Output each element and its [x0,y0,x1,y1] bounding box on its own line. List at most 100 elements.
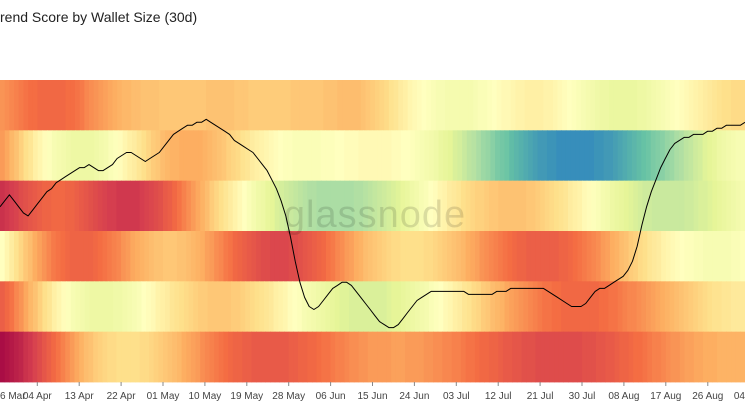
heatmap-cell [540,331,546,383]
heatmap-cell [377,231,383,282]
heatmap-cell [504,281,510,333]
heatmap-cell [400,281,407,333]
heatmap-cell [521,180,527,232]
heatmap-cell [656,331,662,383]
heatmap-cell [679,231,686,282]
heatmap-cell [603,130,609,182]
heatmap-cell [97,331,104,383]
heatmap-cell [204,180,211,232]
heatmap-cell [234,80,240,131]
heatmap-cell [226,130,232,182]
heatmap-cell [623,331,630,383]
heatmap-cell [561,130,567,182]
heatmap-cell [139,180,145,232]
heatmap-cell [572,231,578,282]
heatmap-cell [740,130,745,182]
heatmap-cell [535,331,541,383]
heatmap-cell [447,331,453,383]
heatmap-cell [301,281,308,333]
heatmap-cell [316,180,322,232]
heatmap-cell [386,331,392,383]
heatmap-cell [651,180,658,232]
heatmap-cell [655,130,661,182]
heatmap-cell [670,80,676,131]
heatmap-cell [594,130,600,182]
heatmap-cell [13,231,20,282]
heatmap-cell [344,130,350,182]
heatmap-cell [102,331,108,383]
heatmap-cell [235,281,242,333]
heatmap-cell [665,231,672,282]
heatmap-cell [316,331,322,383]
heatmap-cell [584,281,590,333]
heatmap-cell [172,180,178,232]
heatmap-cell [372,331,378,383]
heatmap-cell [400,130,407,182]
heatmap-cell [470,180,476,232]
heatmap-cell [285,80,292,131]
heatmap-cell [237,180,243,232]
heatmap-cell [537,281,543,333]
heatmap-cell [381,281,388,333]
heatmap-cell [144,331,150,383]
heatmap-cell [295,80,301,131]
heatmap-cell [75,130,81,182]
heatmap-cell [689,331,695,383]
heatmap-cell [186,231,192,282]
heatmap-cell [596,180,602,232]
heatmap-cell [405,331,411,383]
heatmap-cell [549,331,555,383]
heatmap-cell [501,80,507,131]
heatmap-cell [438,130,444,182]
heatmap-cell [193,281,199,333]
heatmap-cell [471,130,477,182]
heatmap-cell [460,180,467,232]
x-tick-label: 13 Apr [65,391,95,402]
heatmap-cell [693,130,699,182]
heatmap-cell [484,331,490,383]
heatmap-cell [89,130,95,182]
heatmap-cell [516,180,523,232]
heatmap-cell [544,231,551,282]
heatmap-cell [507,180,513,232]
heatmap-cell [596,331,602,383]
heatmap-cell [655,281,661,333]
heatmap-cell [111,180,118,232]
heatmap-cell [342,80,348,131]
heatmap-cell [28,80,34,131]
heatmap-cell [400,180,406,232]
heatmap-cell [0,331,6,383]
heatmap-cell [577,331,583,383]
x-tick-label: 01 May [147,391,180,402]
heatmap-cell [83,231,90,282]
heatmap-cell [13,331,20,383]
heatmap-cell [513,130,520,182]
heatmap-cell [717,231,723,282]
heatmap-cell [367,281,374,333]
heatmap-cell [27,331,34,383]
heatmap-cell [47,130,53,182]
heatmap-cell [93,80,99,131]
heatmap-cell [534,80,540,131]
heatmap-cell [730,281,737,333]
heatmap-cell [433,281,440,333]
heatmap-cell [55,331,62,383]
heatmap-cell [251,331,257,383]
heatmap-cell [298,231,304,282]
heatmap-cell [174,130,180,182]
heatmap-cell [703,231,709,282]
heatmap-cell [698,331,704,383]
heatmap-cell [523,130,529,182]
heatmap-cell [132,130,138,182]
heatmap-cell [27,180,34,232]
heatmap-cell [273,130,279,182]
heatmap-cell [121,80,128,131]
heatmap-cell [246,231,253,282]
heatmap-cell [520,80,526,131]
heatmap-cell [542,130,548,182]
heatmap-cell [589,130,595,182]
heatmap-cell [730,130,737,182]
heatmap-cell [4,231,10,282]
heatmap-cell [176,180,183,232]
heatmap-cell [232,180,239,232]
